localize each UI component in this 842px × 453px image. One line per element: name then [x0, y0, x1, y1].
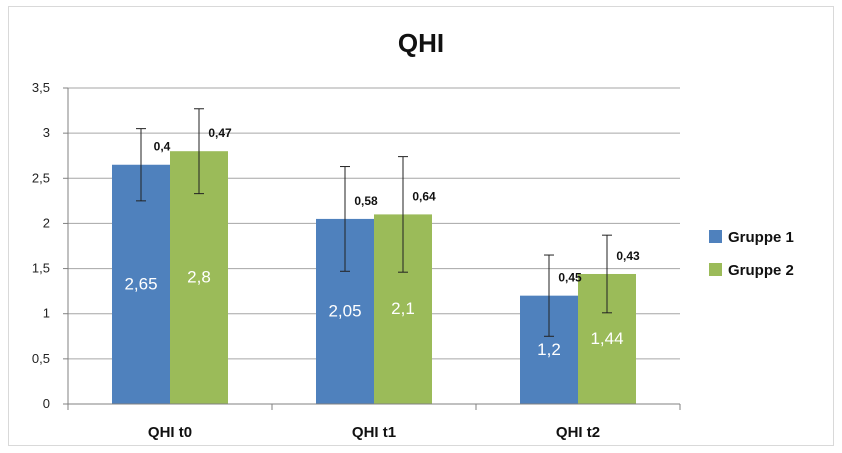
y-tick-label: 2 [43, 215, 50, 230]
legend-label: Gruppe 2 [728, 262, 794, 279]
y-tick-label: 3,5 [32, 80, 50, 95]
legend: Gruppe 1 Gruppe 2 [709, 229, 794, 279]
legend-label: Gruppe 1 [728, 229, 794, 246]
error-label: 0,58 [354, 194, 378, 208]
error-label: 0,45 [558, 271, 582, 285]
x-category-label: QHI t1 [352, 424, 396, 441]
error-bars: 0,4 0,47 0,58 0,64 0,45 0,43 [136, 108, 640, 337]
x-axis-labels: QHI t0 QHI t1 QHI t2 [148, 424, 600, 441]
bars: 2,65 2,8 2,05 2,1 1,2 1,44 [112, 151, 636, 404]
y-tick-label: 3 [43, 125, 50, 140]
bar-value-label: 2,05 [328, 301, 361, 320]
bar-value-label: 1,44 [590, 329, 623, 348]
bar-value-label: 2,1 [391, 299, 415, 318]
bar-value-label: 2,65 [124, 274, 157, 293]
y-tick-label: 0,5 [32, 351, 50, 366]
x-category-label: QHI t0 [148, 424, 192, 441]
legend-swatch [709, 230, 722, 243]
error-label: 0,43 [616, 249, 640, 263]
error-label: 0,64 [412, 189, 436, 203]
y-tick-label: 2,5 [32, 170, 50, 185]
chart-title: QHI [398, 28, 444, 58]
bar-value-label: 2,8 [187, 268, 211, 287]
bar-gruppe-1 [112, 164, 170, 404]
bar-value-label: 1,2 [537, 340, 561, 359]
y-tick-label: 1 [43, 306, 50, 321]
x-category-label: QHI t2 [556, 424, 600, 441]
axes [67, 88, 681, 410]
error-label: 0,4 [154, 140, 171, 154]
error-label: 0,47 [208, 126, 232, 140]
y-axis-ticks: 0 0,5 1 1,5 2 2,5 3 3,5 [32, 80, 68, 411]
legend-swatch [709, 263, 722, 276]
y-tick-label: 1,5 [32, 261, 50, 276]
y-tick-label: 0 [43, 396, 50, 411]
